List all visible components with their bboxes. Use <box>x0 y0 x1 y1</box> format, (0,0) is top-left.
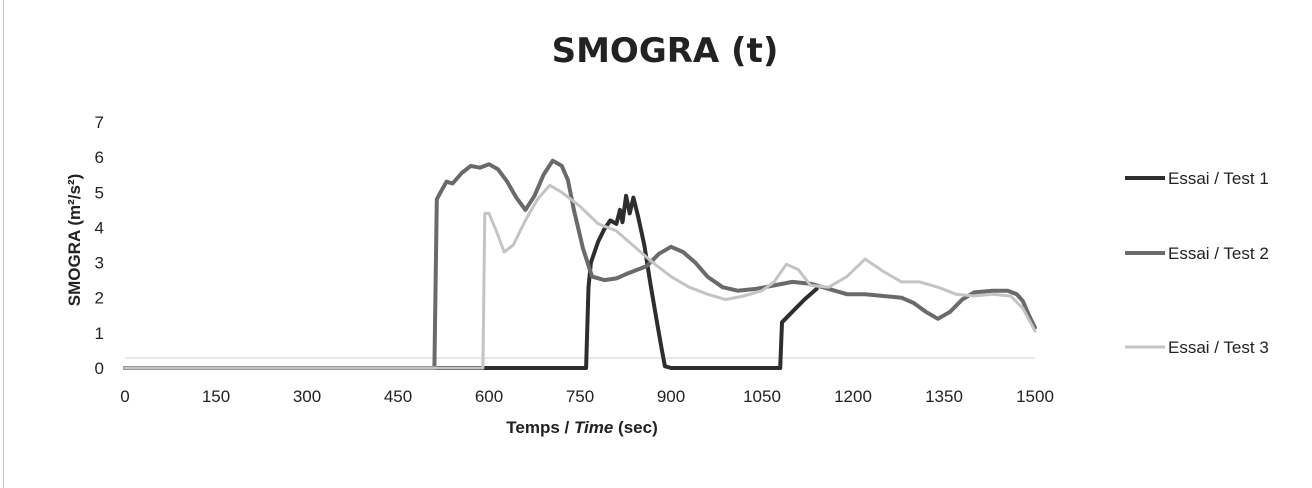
chart-title: SMOGRA (t) <box>552 31 779 71</box>
x-tick-label: 600 <box>475 387 503 406</box>
x-tick-label: 450 <box>384 387 412 406</box>
legend-label: Essai / Test 2 <box>1168 244 1269 263</box>
y-tick-label: 7 <box>95 113 104 132</box>
x-tick-label: 900 <box>657 387 685 406</box>
x-axis-title-part-1: Temps / <box>506 418 574 437</box>
legend-label: Essai / Test 3 <box>1168 338 1269 357</box>
series-layer <box>123 158 1037 370</box>
y-tick-label: 3 <box>95 254 104 273</box>
x-tick-label: 150 <box>202 387 230 406</box>
y-tick-label: 6 <box>95 148 104 167</box>
x-tick-labels: 0 150 300 450 600 750 900 1050 1200 1350 1500 <box>120 387 1054 406</box>
y-tick-label: 1 <box>95 324 104 343</box>
plot-area <box>123 158 1037 370</box>
page-edge-rule <box>3 0 4 488</box>
x-tick-label: 1350 <box>925 387 963 406</box>
x-axis-title-part-2: Time <box>574 418 613 437</box>
x-axis-title-part-3: (sec) <box>613 418 657 437</box>
y-tick-label: 0 <box>95 359 104 378</box>
x-tick-label: 1200 <box>834 387 872 406</box>
legend-label: Essai / Test 1 <box>1168 169 1269 188</box>
x-tick-label: 1500 <box>1016 387 1054 406</box>
series-line <box>123 183 1037 370</box>
y-axis-title: SMOGRA (m²/s²) <box>65 174 84 307</box>
series-line <box>123 158 1037 370</box>
y-tick-label: 5 <box>95 183 104 202</box>
x-tick-label: 300 <box>293 387 321 406</box>
x-tick-label: 1050 <box>743 387 781 406</box>
y-tick-label: 4 <box>95 218 104 237</box>
y-tick-labels: 0 1 2 3 4 5 6 7 <box>95 113 104 378</box>
x-axis-title: Temps / Time (sec) <box>506 418 658 437</box>
x-tick-label: 0 <box>120 387 129 406</box>
y-tick-label: 2 <box>95 289 104 308</box>
x-tick-label: 750 <box>566 387 594 406</box>
legend: Essai / Test 1 Essai / Test 2 Essai / Test… <box>1125 169 1269 357</box>
